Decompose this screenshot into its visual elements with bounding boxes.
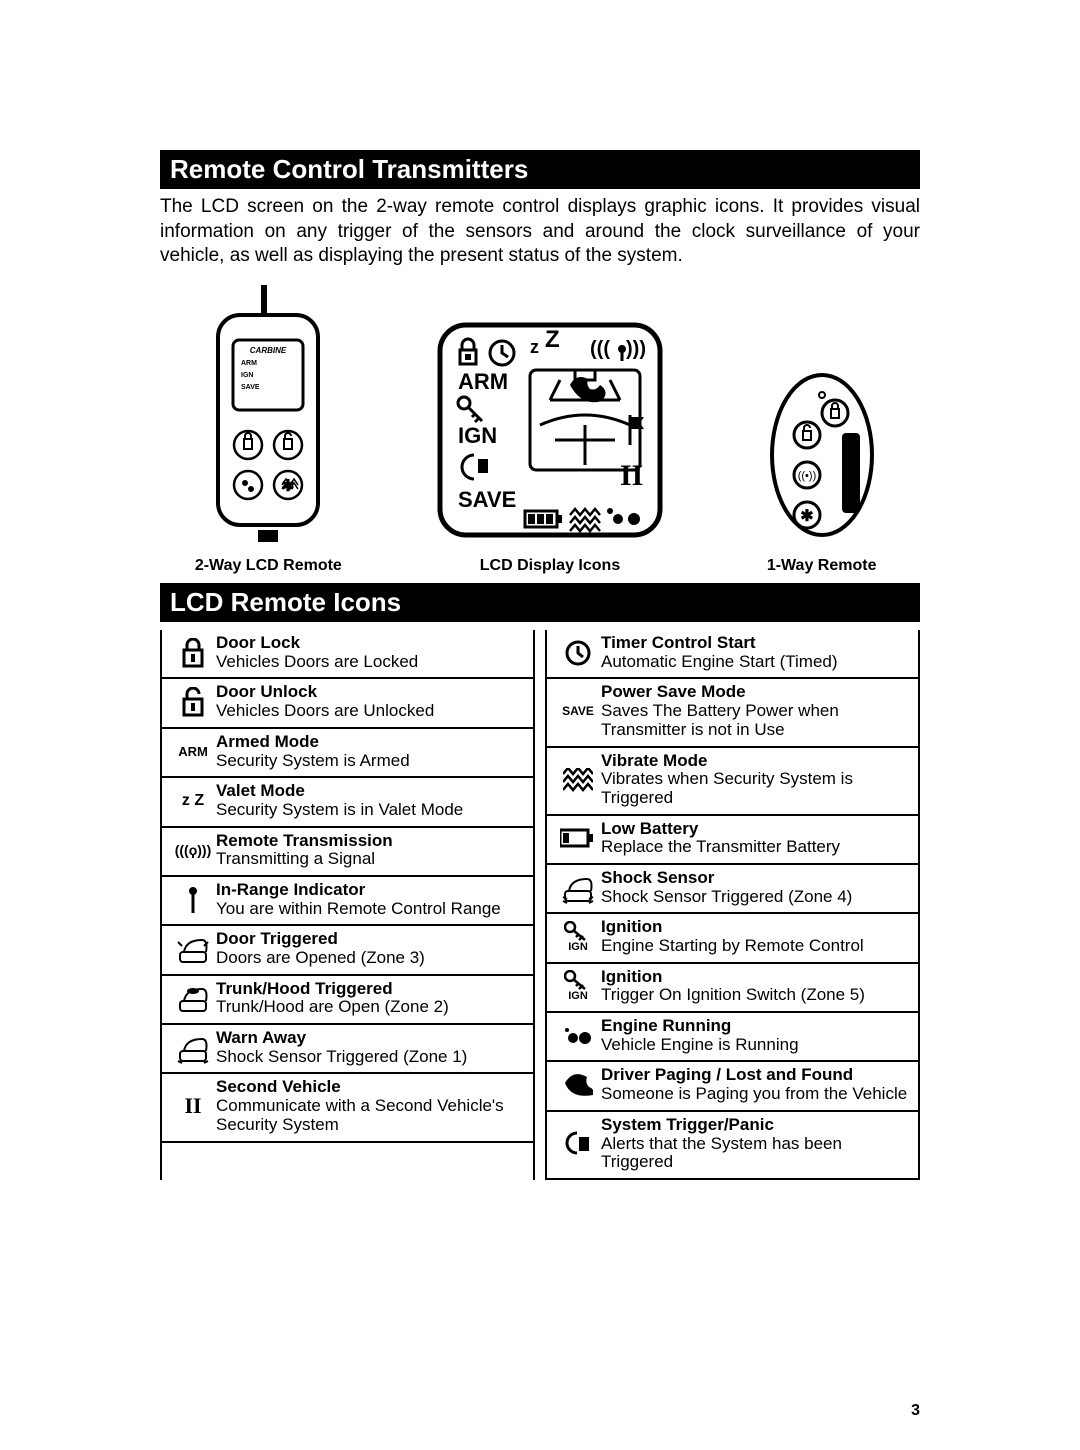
key-ign2-icon: IGN [555,970,601,1002]
svg-text:))): ))) [626,338,646,360]
icon-row-transmission: (((ϙ))) Remote TransmissionTransmitting … [162,828,533,877]
svg-text:(((: ((( [590,338,610,360]
icon-row-trunkhood: Trunk/Hood TriggeredTrunk/Hood are Open … [162,976,533,1025]
icon-row-inrange: In-Range IndicatorYou are within Remote … [162,877,533,926]
lock-icon [170,638,216,668]
svg-text:✱: ✱ [800,508,813,525]
oneway-caption: 1-Way Remote [767,557,877,575]
svg-text:II: II [620,459,643,492]
svg-text:z: z [530,337,539,357]
page-number: 3 [911,1402,920,1420]
vibrate-icon [555,768,601,792]
unlock-icon [170,687,216,717]
save-icon: SAVE [555,704,601,718]
lcd-display-icon: z Z ((( ))) ARM [430,315,670,545]
svg-text:IGN: IGN [241,372,253,379]
svg-text:Z: Z [545,326,560,353]
two-icon: II [170,1093,216,1119]
intro-text: The LCD screen on the 2-way remote contr… [160,195,920,269]
twoway-remote-icon: CARBINE ARM IGN SAVE ✱ [193,285,343,545]
icon-row-ignition1: IGN IgnitionEngine Starting by Remote Co… [547,914,918,963]
car-warn-icon [170,1031,216,1065]
svg-text:ARM: ARM [241,360,257,367]
key-ign-icon: IGN [555,921,601,953]
icon-row-doorlock: Door LockVehicles Doors are Locked [162,630,533,679]
title: Door Lock [216,633,300,652]
icon-row-doorunlock: Door UnlockVehicles Doors are Unlocked [162,679,533,728]
icon-row-vibrate: Vibrate ModeVibrates when Security Syste… [547,748,918,816]
exhaust-icon [555,1026,601,1046]
battery-icon [555,828,601,848]
oneway-remote-icon: CARBINE ((•)) ✱ [757,365,887,545]
oneway-remote-figure: CARBINE ((•)) ✱ 1-Way Remote [757,365,887,575]
icon-row-systemtrigger: System Trigger/PanicAlerts that the Syst… [547,1112,918,1180]
signal-icon: (((ϙ))) [170,842,216,858]
icons-right-col: Timer Control StartAutomatic Engine Star… [545,630,920,1180]
icon-row-shocksensor: Shock SensorShock Sensor Triggered (Zone… [547,865,918,914]
icon-row-lowbattery: Low BatteryReplace the Transmitter Batte… [547,816,918,865]
phone-icon [555,1073,601,1097]
desc: Vehicles Doors are Locked [216,652,418,671]
svg-text:((•)): ((•)) [797,470,816,482]
icon-row-secondvehicle: II Second VehicleCommunicate with a Seco… [162,1074,533,1142]
svg-text:CARBINE: CARBINE [250,346,287,355]
clock-icon [555,639,601,667]
icon-row-enginerunning: Engine RunningVehicle Engine is Running [547,1013,918,1062]
section-header-icons: LCD Remote Icons [160,583,920,622]
svg-text:✱: ✱ [282,478,295,495]
icon-row-paging: Driver Paging / Lost and FoundSomeone is… [547,1062,918,1111]
antenna-icon [170,885,216,915]
icon-row-ignition2: IGN IgnitionTrigger On Ignition Switch (… [547,964,918,1013]
svg-text:SAVE: SAVE [241,384,260,391]
svg-text:SAVE: SAVE [458,487,516,512]
icon-row-armed: ARM Armed ModeSecurity System is Armed [162,729,533,778]
icon-row-powersave: SAVE Power Save ModeSaves The Battery Po… [547,679,918,747]
remotes-row: CARBINE ARM IGN SAVE ✱ 2-Way LCD Remote [160,285,920,575]
svg-text:ARM: ARM [458,369,508,394]
panic-icon [555,1131,601,1157]
valet-icon: z Z [170,792,216,810]
icons-left-col: Door LockVehicles Doors are Locked Door … [160,630,535,1180]
icon-row-valet: z Z Valet ModeSecurity System is in Vale… [162,778,533,827]
icon-row-warnaway: Warn AwayShock Sensor Triggered (Zone 1) [162,1025,533,1074]
arm-icon: ARM [170,744,216,759]
svg-text:IGN: IGN [458,423,497,448]
car-door-icon [170,932,216,966]
icon-row-timer: Timer Control StartAutomatic Engine Star… [547,630,918,679]
lcd-display-figure: z Z ((( ))) ARM [430,315,670,575]
section-header-transmitters: Remote Control Transmitters [160,150,920,189]
icons-table: Door LockVehicles Doors are Locked Door … [160,630,920,1180]
twoway-caption: 2-Way LCD Remote [195,557,342,575]
icon-row-doortriggered: Door TriggeredDoors are Opened (Zone 3) [162,926,533,975]
car-trunk-icon [170,981,216,1015]
lcd-caption: LCD Display Icons [480,557,620,575]
car-shock-icon [555,871,601,905]
twoway-remote-figure: CARBINE ARM IGN SAVE ✱ 2-Way LCD Remote [193,285,343,575]
